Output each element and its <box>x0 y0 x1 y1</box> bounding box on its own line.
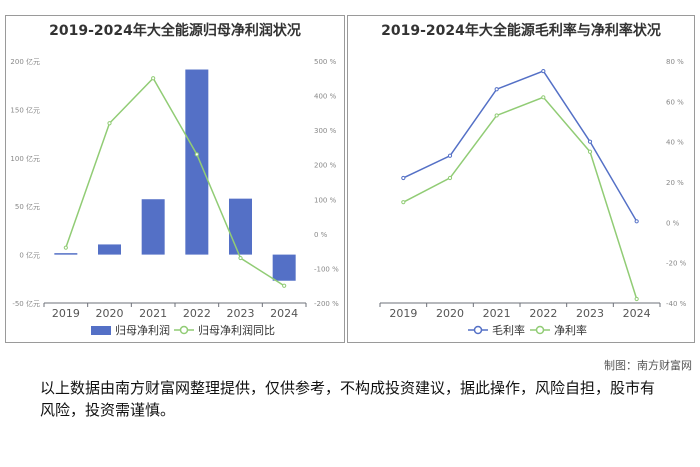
point-net-margin <box>587 149 593 154</box>
point-net-profit-yoy <box>282 283 287 288</box>
left-y-tick-label: -50 亿元 <box>12 299 40 308</box>
x-tick-label: 2023 <box>227 307 255 320</box>
legend-swatch-marker <box>179 325 189 335</box>
left-chart-svg: -50 亿元 0 亿元 50 亿元 100 亿元 150 亿元 200 亿元 -200 % -… <box>10 57 339 337</box>
right-y-tick-label: 100 % <box>314 196 337 204</box>
right-y-tick-label: 300 % <box>314 127 337 135</box>
line-net-profit-yoy <box>65 77 285 287</box>
left-y-tick-label: 100 亿元 <box>10 154 40 163</box>
left-y-tick-label: 0 亿元 <box>19 251 40 260</box>
line-gross-margin <box>403 70 638 222</box>
point-gross-margin <box>541 68 546 74</box>
right-y-tick-label: 400 % <box>314 93 337 101</box>
point-net-profit-yoy <box>107 121 112 126</box>
left-y-tick-label: 150 亿元 <box>10 105 40 114</box>
right-y-tick-label: -200 % <box>314 300 339 308</box>
right-chart-title: 2019-2024年大全能源毛利率与净利率状况 <box>381 23 661 39</box>
line-net-margin <box>402 96 638 300</box>
point-gross-margin <box>401 175 406 181</box>
right-y-tick-label: 0 % <box>666 219 680 227</box>
bar-net-profit <box>185 69 209 255</box>
legend-swatch-bar <box>91 326 111 335</box>
point-net-margin <box>541 95 546 100</box>
legend-label-net-margin: 净利率 <box>554 323 587 337</box>
point-net-margin <box>634 296 639 302</box>
point-gross-margin <box>587 139 593 144</box>
left-y-tick-label: 200 亿元 <box>10 57 40 66</box>
x-tick-label: 2024 <box>623 307 651 320</box>
legend-label-bar: 归母净利润 <box>115 323 170 337</box>
right-y-tick-label: 40 % <box>666 139 684 147</box>
point-net-margin <box>494 113 499 118</box>
legend-marker-gross-margin <box>473 325 483 335</box>
right-y-tick-label: 60 % <box>666 98 684 106</box>
legend-label-line: 归母净利润同比 <box>198 323 275 337</box>
x-tick-label: 2020 <box>96 307 124 320</box>
x-tick-label: 2024 <box>270 307 298 320</box>
x-tick-label: 2021 <box>483 307 511 320</box>
legend-marker-net-margin <box>535 325 545 335</box>
point-net-margin <box>401 200 406 205</box>
point-net-profit-yoy <box>194 152 199 157</box>
disclaimer-text: 以上数据由南方财富网整理提供，仅供参考，不构成投资建议，据此操作，风险自担，股市… <box>40 379 656 419</box>
right-y-tick-label: 200 % <box>314 162 337 170</box>
x-tick-label: 2020 <box>436 307 464 320</box>
right-chart-panel: 2019-2024年大全能源毛利率与净利率状况 -40 % -20 % 0 % 20 … <box>347 15 695 343</box>
bar-net-profit <box>229 198 252 255</box>
right-y-tick-label: 500 % <box>314 58 337 66</box>
x-tick-label: 2022 <box>183 307 211 320</box>
right-y-tick-label: -40 % <box>666 300 687 308</box>
left-y-tick-label: 50 亿元 <box>15 202 40 211</box>
right-y-tick-label: 20 % <box>666 179 684 187</box>
point-gross-margin <box>447 153 453 158</box>
left-chart-title: 2019-2024年大全能源归母净利润状况 <box>49 23 301 39</box>
right-y-tick-label: 0 % <box>314 231 328 239</box>
x-tick-label: 2019 <box>52 307 80 320</box>
x-tick-label: 2023 <box>576 307 604 320</box>
right-y-tick-label: -100 % <box>314 265 339 273</box>
right-y-tick-label: 80 % <box>666 58 684 66</box>
point-net-profit-yoy <box>238 255 243 261</box>
x-tick-label: 2022 <box>529 307 557 320</box>
left-chart-panel: 2019-2024年大全能源归母净利润状况 -50 亿元 0 亿元 50 亿元 100… <box>5 15 345 343</box>
point-gross-margin <box>494 87 499 92</box>
x-tick-label: 2019 <box>389 307 417 320</box>
right-chart-svg: -40 % -20 % 0 % 20 % 40 % 60 % 80 % 2019 2020 202… <box>379 58 687 337</box>
bar-net-profit <box>98 244 121 255</box>
bar-net-profit <box>54 253 78 255</box>
right-y-tick-label: -20 % <box>666 260 687 268</box>
point-gross-margin <box>634 219 639 224</box>
bar-net-profit <box>272 254 296 281</box>
x-tick-label: 2021 <box>139 307 167 320</box>
chart-credit: 制图：南方财富网 <box>604 359 692 372</box>
bar-net-profit <box>141 199 165 255</box>
legend-label-gross-margin: 毛利率 <box>492 323 525 337</box>
point-net-margin <box>447 175 453 181</box>
point-net-profit-yoy <box>151 76 156 81</box>
point-net-profit-yoy <box>63 245 68 250</box>
